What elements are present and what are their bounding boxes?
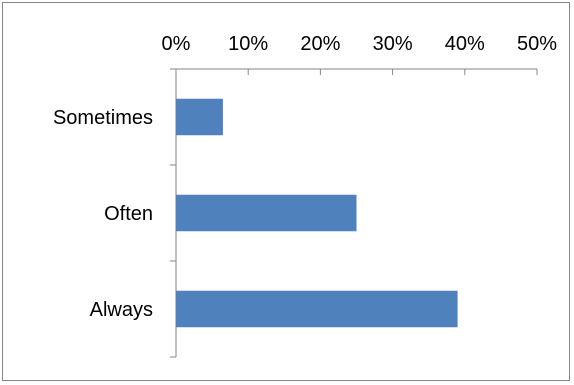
bar: [176, 194, 357, 232]
x-tick-label: 10%: [228, 33, 268, 55]
bars: [176, 98, 458, 328]
category-label: Sometimes: [53, 107, 153, 129]
category-label: Often: [104, 203, 153, 225]
bar: [176, 290, 458, 328]
x-tick-label: 40%: [445, 33, 485, 55]
bar: [176, 98, 223, 136]
x-tick-label: 30%: [373, 33, 413, 55]
x-tick-label: 50%: [517, 33, 557, 55]
x-axis: 0% 10% 20% 30% 40% 50%: [162, 33, 557, 75]
y-axis: Sometimes Often Always: [53, 68, 177, 358]
category-label: Always: [90, 299, 153, 321]
x-tick-label: 0%: [162, 33, 191, 55]
x-tick-label: 20%: [300, 33, 340, 55]
